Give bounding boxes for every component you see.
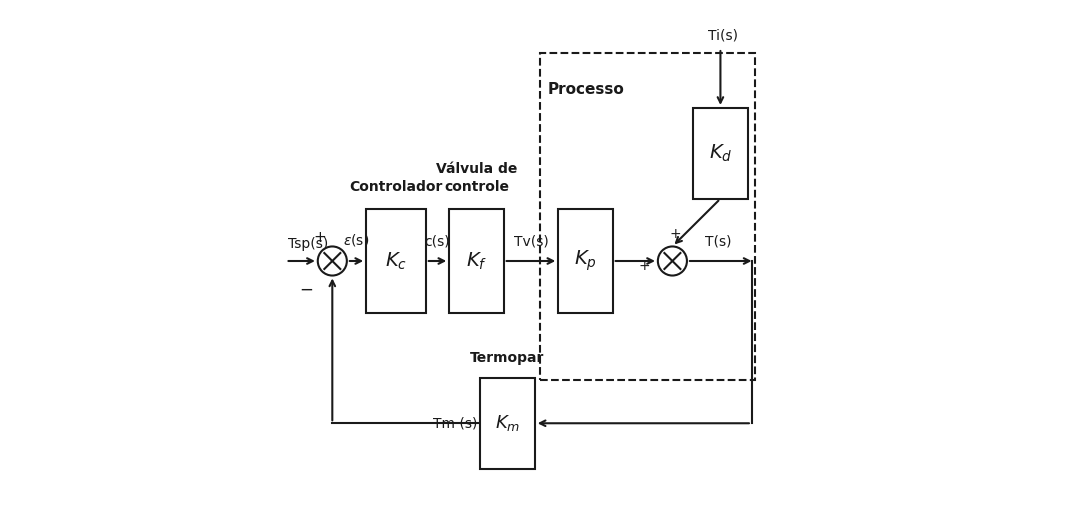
Text: +: + [670, 227, 680, 241]
Circle shape [318, 246, 347, 276]
Bar [558, 209, 612, 313]
Text: Tsp(s): Tsp(s) [288, 236, 328, 251]
Bar [449, 209, 503, 313]
Text: $K_p$: $K_p$ [575, 249, 597, 273]
Bar [693, 108, 747, 199]
Text: Termopar: Termopar [471, 351, 544, 365]
Text: +: + [313, 230, 326, 245]
Text: c(s): c(s) [424, 234, 450, 248]
Text: $K_m$: $K_m$ [495, 413, 521, 433]
Text: Válvula de
controle: Válvula de controle [435, 162, 517, 194]
Text: T(s): T(s) [705, 234, 731, 248]
Text: Tm (s): Tm (s) [433, 416, 477, 430]
Bar [540, 53, 756, 381]
Text: Controlador: Controlador [349, 180, 443, 194]
Text: $K_f$: $K_f$ [465, 251, 487, 271]
Text: $\varepsilon$(s): $\varepsilon$(s) [343, 232, 369, 248]
Text: $K_c$: $K_c$ [384, 251, 407, 271]
Text: Processo: Processo [548, 82, 624, 97]
Circle shape [658, 246, 687, 276]
Text: $K_d$: $K_d$ [708, 143, 732, 164]
Text: −: − [300, 281, 313, 299]
Text: +: + [638, 259, 650, 273]
Bar [481, 378, 535, 469]
Text: Tv(s): Tv(s) [513, 234, 549, 248]
Bar [366, 209, 426, 313]
Text: Ti(s): Ti(s) [708, 29, 738, 43]
